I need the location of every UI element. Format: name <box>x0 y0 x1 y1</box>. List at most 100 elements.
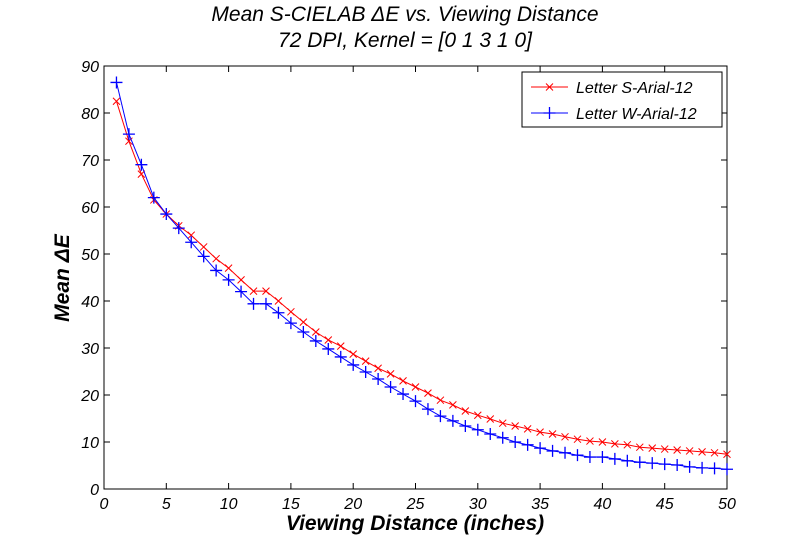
data-point <box>386 369 395 378</box>
data-point <box>411 383 420 391</box>
data-point <box>484 428 497 441</box>
data-point <box>498 419 507 428</box>
data-point <box>536 428 544 436</box>
data-point <box>262 287 270 295</box>
data-point <box>311 328 320 336</box>
data-point <box>409 395 422 408</box>
data-point <box>249 287 258 295</box>
y-axis-label: Mean ΔE <box>51 233 74 322</box>
y-tick-label: 40 <box>81 294 99 311</box>
x-tick-label: 45 <box>656 496 674 513</box>
data-point <box>272 306 285 319</box>
data-point <box>509 436 522 448</box>
y-tick-label: 50 <box>81 247 99 264</box>
data-point <box>434 410 447 423</box>
data-point <box>172 222 185 235</box>
series-letter-s <box>112 97 731 459</box>
data-point <box>621 454 634 467</box>
data-point <box>210 264 223 277</box>
data-point <box>324 336 333 344</box>
y-tick-label: 10 <box>81 435 99 452</box>
data-point <box>247 297 260 310</box>
data-point <box>660 445 669 453</box>
data-point <box>633 456 646 469</box>
data-point <box>496 431 509 444</box>
data-point <box>685 447 694 455</box>
data-point <box>646 457 659 470</box>
y-tick-label: 60 <box>81 200 99 217</box>
data-point <box>135 158 148 171</box>
data-point <box>110 76 123 89</box>
data-point <box>212 254 220 263</box>
x-axis: 0 5 10 15 20 25 30 35 40 45 50 <box>100 66 736 513</box>
data-point <box>521 438 534 451</box>
chart-subtitle: 72 DPI, Kernel = [0 1 3 1 0] <box>278 29 533 52</box>
data-point <box>598 438 607 446</box>
data-point <box>309 334 322 347</box>
data-point <box>710 448 719 457</box>
data-point <box>721 463 733 476</box>
data-point <box>287 307 295 316</box>
data-point <box>235 285 248 298</box>
data-point <box>486 415 495 423</box>
x-axis-label: Viewing Distance (inches) <box>286 512 544 535</box>
chart-title: Mean S-CIELAB ΔE vs. Viewing Distance <box>211 3 598 26</box>
data-point <box>185 236 198 249</box>
data-point <box>546 444 559 457</box>
legend: Letter S-Arial-12 Letter W-Arial-12 <box>521 71 723 128</box>
data-point <box>561 432 569 441</box>
data-point <box>573 435 582 444</box>
legend-marker-x <box>545 83 554 91</box>
data-point <box>259 297 272 310</box>
series-layer <box>110 76 733 476</box>
data-point <box>723 450 731 459</box>
data-point <box>571 449 584 462</box>
data-point <box>673 446 682 454</box>
data-point <box>523 424 532 433</box>
plot-area <box>103 65 728 490</box>
x-tick-label: 10 <box>220 496 238 513</box>
data-point <box>160 208 173 221</box>
data-point <box>635 443 644 452</box>
data-point <box>459 420 472 433</box>
data-point <box>471 423 484 436</box>
x-tick-label: 50 <box>718 496 736 513</box>
data-point <box>648 444 657 452</box>
data-point <box>461 407 470 415</box>
data-point <box>349 350 358 358</box>
data-point <box>671 459 684 472</box>
data-point <box>436 396 445 405</box>
data-point <box>397 388 410 401</box>
legend-label-w: Letter W-Arial-12 <box>576 106 697 123</box>
data-point <box>322 342 335 355</box>
data-point <box>122 128 135 141</box>
data-point <box>559 446 572 459</box>
legend-box <box>521 71 723 128</box>
legend-marker <box>543 107 556 119</box>
x-tick-label: 20 <box>343 496 362 513</box>
data-point <box>708 462 721 475</box>
data-point <box>372 373 385 386</box>
data-point <box>623 440 632 449</box>
data-point <box>446 414 459 427</box>
x-tick-label: 5 <box>162 496 171 513</box>
data-point <box>374 364 382 373</box>
data-point <box>608 452 621 465</box>
data-point <box>548 430 557 438</box>
data-point <box>299 318 308 327</box>
data-point <box>424 389 432 397</box>
x-tick-label: 30 <box>469 496 487 513</box>
data-point <box>274 297 283 305</box>
y-axis: 0 10 20 30 40 50 60 70 80 90 <box>80 59 727 499</box>
legend-label-s: Letter S-Arial-12 <box>576 80 693 97</box>
series-letter-w <box>110 76 733 476</box>
y-tick-label: 20 <box>80 388 99 405</box>
y-tick-label: 90 <box>81 59 99 76</box>
y-tick-label: 70 <box>81 153 99 170</box>
data-point <box>187 231 196 240</box>
legend-marker-plus <box>543 107 556 119</box>
data-point <box>112 97 121 106</box>
data-point <box>197 250 210 263</box>
data-point <box>237 275 245 284</box>
